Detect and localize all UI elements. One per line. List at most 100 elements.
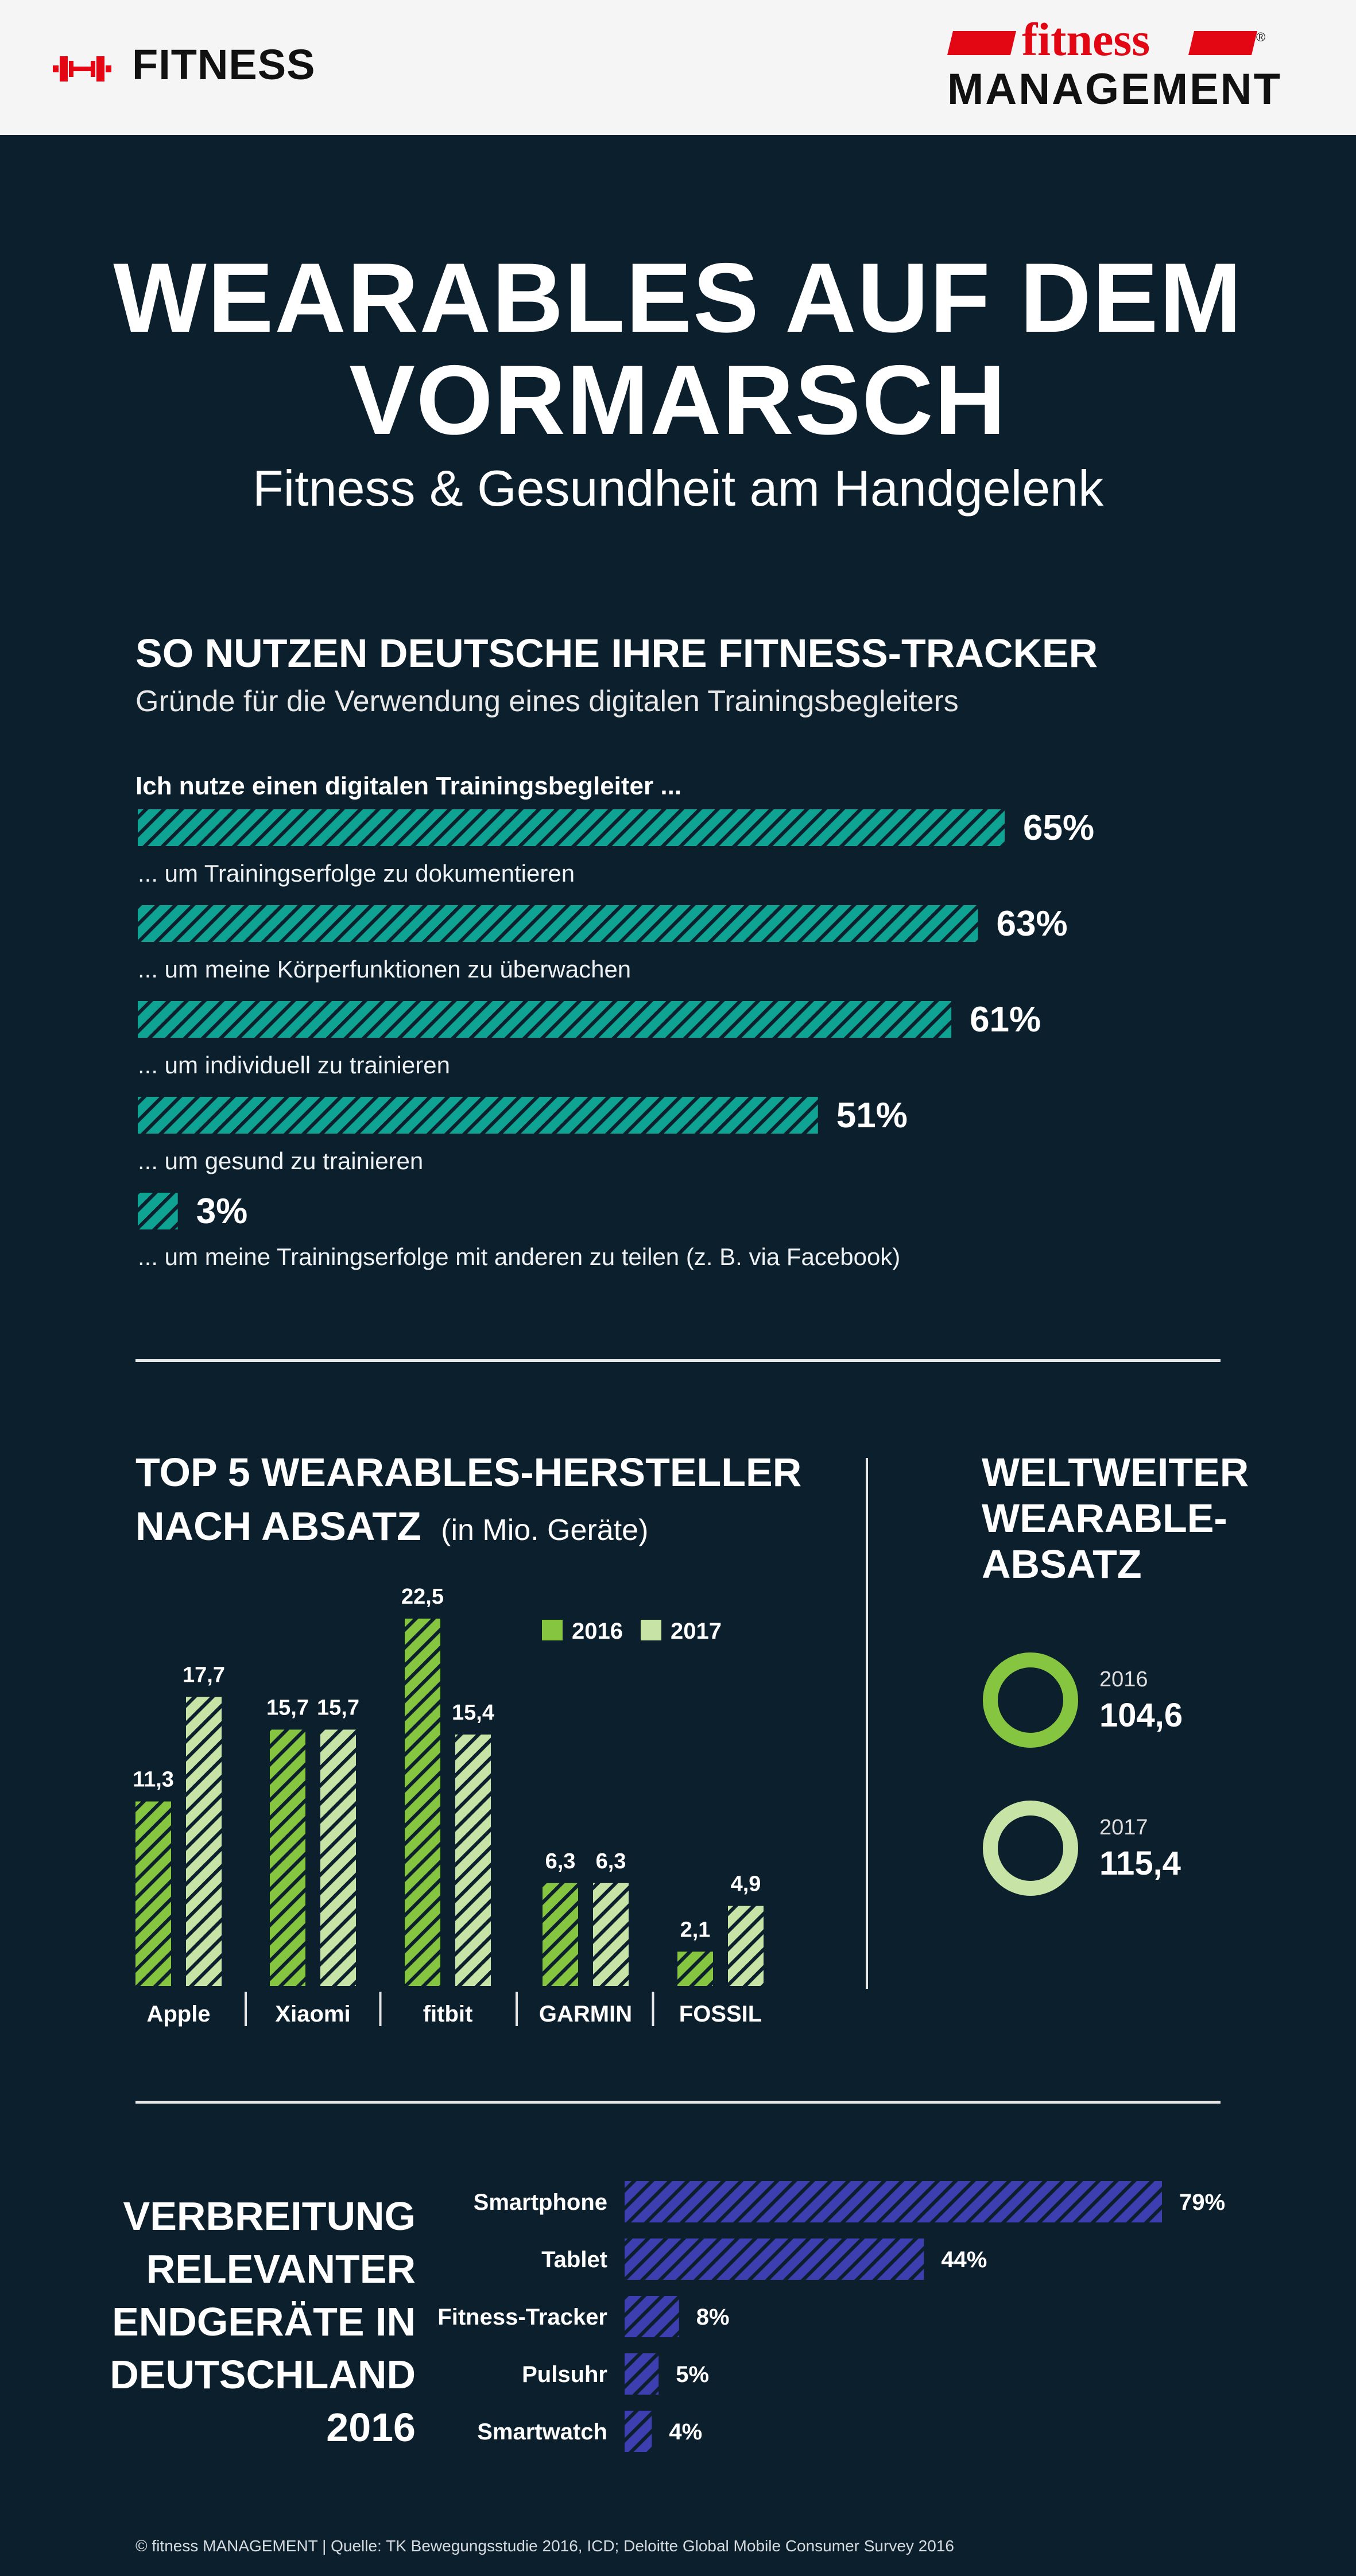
device-label: Smartphone — [474, 2190, 607, 2215]
header-bar — [0, 0, 1356, 135]
usage-heading: SO NUTZEN DEUTSCHE IHRE FITNESS-TRACKER — [135, 631, 1098, 676]
page-subtitle: Fitness & Gesundheit am Handgelenk — [252, 460, 1104, 517]
top5-value-label: 15,7 — [317, 1696, 359, 1720]
top5-heading-line1: TOP 5 WEARABLES-HERSTELLER — [135, 1450, 802, 1495]
top5-bar-2017 — [593, 1883, 629, 1986]
top5-value-label: 6,3 — [596, 1849, 626, 1873]
top5-value-label: 11,3 — [133, 1768, 174, 1792]
usage-bar — [138, 905, 978, 942]
top5-bar-2017 — [455, 1734, 491, 1986]
legend-swatch-2016 — [542, 1620, 563, 1640]
device-bar — [625, 2181, 1162, 2222]
top5-value-label: 15,4 — [452, 1701, 494, 1725]
device-label: Fitness-Tracker — [437, 2305, 607, 2330]
top5-value-label: 17,7 — [183, 1663, 225, 1687]
devices-chart: Smartphone 79% Tablet 44% Fitness-Tracker 8% P… — [437, 2181, 1225, 2452]
usage-intro: Ich nutze einen digitalen Trainingsbegle… — [135, 772, 682, 800]
worldwide-value-2016: 104,6 — [1099, 1697, 1183, 1734]
worldwide-year-2017: 2017 — [1099, 1815, 1148, 1840]
top5-group-separator — [652, 1992, 654, 2026]
top5-category-label: fitbit — [423, 2001, 473, 2027]
usage-value-label: 65% — [1023, 808, 1094, 848]
device-bar — [625, 2239, 924, 2280]
usage-category-label: ... um individuell zu trainieren — [138, 1052, 450, 1078]
device-bar — [625, 2411, 652, 2452]
divider-1 — [135, 1359, 1221, 1362]
page-title-line2: VORMARSCH — [349, 345, 1007, 455]
worldwide-heading-line3: ABSATZ — [982, 1542, 1142, 1586]
top5-bar-2016 — [543, 1883, 578, 1986]
usage-subheading: Gründe für die Verwendung eines digitale… — [135, 685, 959, 718]
top5-category-label: FOSSIL — [679, 2001, 762, 2027]
device-value-label: 8% — [696, 2305, 730, 2330]
vertical-divider — [866, 1458, 868, 1989]
usage-chart: 65% ... um Trainingserfolge zu dokumentie… — [138, 808, 1094, 1270]
top5-category-label: Apple — [146, 2001, 210, 2027]
worldwide-heading-line1: WELTWEITER — [982, 1450, 1249, 1495]
device-value-label: 79% — [1179, 2190, 1225, 2215]
usage-value-label: 51% — [836, 1096, 908, 1135]
ring-2016-icon — [983, 1652, 1078, 1748]
top5-chart: 11,3 17,7 Apple 15,7 15,7 Xiaomi 22,5 15,4 fitbi… — [133, 1585, 764, 2027]
devices-heading-line5: 2016 — [326, 2405, 416, 2450]
top5-bar-2016 — [135, 1801, 171, 1986]
top5-heading-line2: NACH ABSATZ — [135, 1504, 421, 1549]
usage-category-label: ... um meine Körperfunktionen zu überwac… — [138, 956, 631, 983]
top5-value-label: 15,7 — [266, 1696, 309, 1720]
top5-group-separator — [516, 1992, 518, 2026]
top5-value-label: 4,9 — [731, 1872, 761, 1896]
footer-source: © fitness MANAGEMENT | Quelle: TK Bewegu… — [135, 2537, 954, 2555]
brand-registered-mark: ® — [1256, 30, 1266, 44]
usage-bar — [138, 1001, 952, 1038]
top5-category-label: Xiaomi — [275, 2001, 350, 2027]
dumbbell-icon — [53, 56, 111, 82]
brand-logo-fitness: fitness — [1022, 13, 1150, 65]
legend-label-2017: 2017 — [671, 1619, 722, 1644]
worldwide-year-2016: 2016 — [1099, 1667, 1148, 1692]
device-bar — [625, 2353, 659, 2395]
top5-group-separator — [379, 1992, 382, 2026]
divider-2 — [135, 2101, 1221, 2104]
devices-heading-line2: RELEVANTER — [146, 2247, 416, 2291]
ring-2017-icon — [983, 1801, 1078, 1896]
usage-bar — [138, 1097, 818, 1134]
top5-bar-2016 — [270, 1729, 305, 1986]
usage-category-label: ... um gesund zu trainieren — [138, 1147, 423, 1174]
usage-bar — [138, 1193, 178, 1229]
usage-bar — [138, 809, 1005, 846]
top5-value-label: 2,1 — [680, 1918, 711, 1942]
section-label: FITNESS — [132, 41, 316, 88]
top5-bar-2017 — [320, 1729, 356, 1986]
page-title: WEARABLES AUF DEM VORMARSCH — [0, 247, 1356, 451]
top5-bar-2017 — [186, 1697, 222, 1986]
devices-heading-line3: ENDGERÄTE IN — [112, 2299, 416, 2344]
device-bar — [625, 2296, 679, 2337]
usage-category-label: ... um Trainingserfolge zu dokumentieren — [138, 860, 575, 887]
usage-value-label: 3% — [196, 1192, 248, 1231]
devices-heading-line1: VERBREITUNG — [123, 2194, 416, 2239]
top5-bar-2016 — [677, 1952, 713, 1986]
devices-heading: VERBREITUNG RELEVANTER ENDGERÄTE IN DEUT… — [110, 2190, 416, 2454]
top5-heading-line2-wrap: NACH ABSATZ (in Mio. Geräte) — [135, 1503, 648, 1549]
page-title-line1: WEARABLES AUF DEM — [113, 243, 1243, 353]
device-value-label: 5% — [676, 2362, 709, 2387]
usage-value-label: 63% — [997, 904, 1068, 944]
top5-value-label: 6,3 — [545, 1849, 576, 1873]
legend-swatch-2017 — [641, 1620, 661, 1640]
top5-value-label: 22,5 — [401, 1585, 444, 1609]
top5-category-label: GARMIN — [539, 2001, 632, 2027]
device-label: Tablet — [541, 2247, 607, 2272]
devices-heading-line4: DEUTSCHLAND — [110, 2352, 416, 2397]
device-value-label: 44% — [941, 2247, 987, 2272]
top5-bar-2016 — [405, 1619, 440, 1986]
worldwide-heading-line2: WEARABLE- — [982, 1496, 1227, 1541]
brand-stripes — [947, 31, 1257, 55]
legend-label-2016: 2016 — [572, 1619, 623, 1644]
brand-logo-management: MANAGEMENT — [947, 65, 1283, 114]
device-label: Pulsuhr — [522, 2362, 607, 2387]
worldwide-value-2017: 115,4 — [1099, 1845, 1181, 1882]
device-value-label: 4% — [669, 2419, 702, 2445]
top5-group-separator — [245, 1992, 247, 2026]
top5-unit: (in Mio. Geräte) — [441, 1514, 649, 1547]
worldwide-heading: WELTWEITER WEARABLE- ABSATZ — [982, 1449, 1249, 1587]
